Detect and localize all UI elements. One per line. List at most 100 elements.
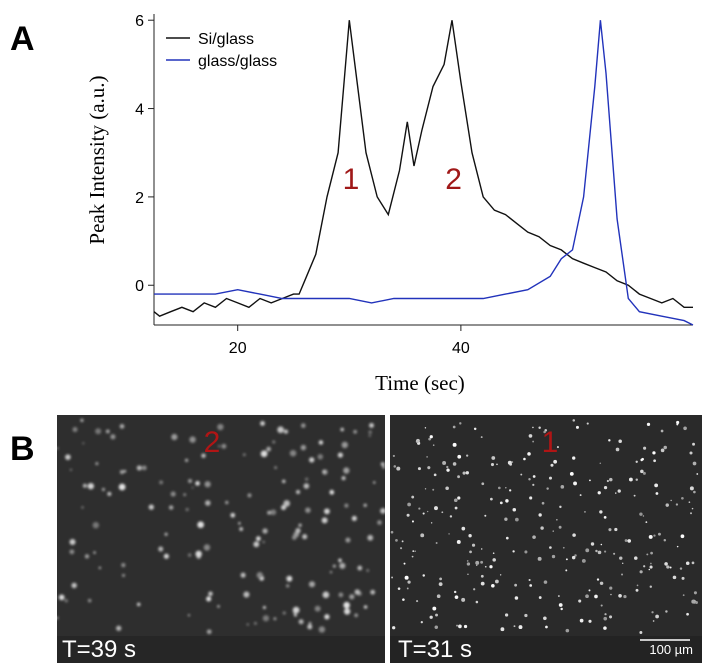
speckle [256,572,263,579]
speckle [168,505,174,510]
speckle [136,465,142,471]
speckle [500,627,505,632]
speckle [461,526,466,531]
speckle [505,487,507,489]
speckle [422,574,426,577]
speckle [691,561,695,565]
speckle [435,542,438,545]
y-tick-label: 6 [135,13,144,30]
speckle [363,605,368,609]
speckle [163,553,169,559]
speckle [339,562,346,569]
speckle [433,473,437,477]
speckle [442,460,447,465]
speckle [457,454,462,459]
speckle [283,500,291,507]
speckle [188,478,193,483]
speckle [608,439,611,442]
speckle [543,430,546,434]
panel-label: B [10,430,35,468]
speckle [543,616,547,621]
speckle [558,525,562,529]
speckle [540,526,544,530]
speckle [693,591,697,595]
legend-label: glass/glass [198,53,277,70]
y-tick-label: 0 [135,278,144,295]
speckle [640,458,643,462]
speckle [363,503,367,507]
speckle [636,584,639,587]
speckle [551,554,556,559]
speckle [158,546,164,552]
speckle [541,501,545,505]
speckle [254,622,257,625]
speckle [266,446,271,452]
speckle [262,528,268,534]
speckle [247,493,252,498]
speckle [499,574,502,576]
speckle [309,457,315,463]
speckle [548,476,552,480]
speckle [543,580,548,584]
speckle [396,466,401,471]
speckle [581,559,586,563]
speckle [645,521,648,524]
annotation: 1 [343,163,360,196]
speckle [208,591,213,596]
speckle [565,628,570,633]
speckle [416,600,419,603]
speckle [411,555,414,558]
speckle [681,496,684,500]
speckle [412,550,415,553]
speckle [676,420,680,425]
speckle [195,481,200,486]
speckle [589,479,591,482]
speckle [654,483,659,488]
speckle [332,564,336,568]
speckle [676,423,679,426]
speckle [689,451,693,455]
speckle [480,436,483,439]
speckle [324,508,330,515]
speckle [613,552,616,555]
speckle [221,443,227,449]
speckle [148,504,154,510]
speckle [459,422,462,425]
speckle [118,483,126,491]
speckle [665,503,669,507]
speckle [427,466,431,470]
speckle [238,522,241,525]
speckle [380,462,385,467]
speckle [64,599,68,603]
speckle [635,588,639,592]
speckle [458,624,462,629]
speckle [95,428,102,435]
speckle [110,434,116,440]
speckle [95,462,99,466]
speckle [467,573,469,575]
speckle [466,454,469,457]
speckle [107,491,112,496]
speckle [289,449,297,457]
speckle [395,539,398,542]
speckle [685,561,690,565]
speckle [480,581,485,586]
speckle [615,447,620,452]
speckle [627,539,632,543]
speckle [436,594,441,599]
speckle [480,560,484,564]
speckle [187,614,190,617]
speckle [121,573,126,577]
speckle [341,476,346,481]
speckle [690,512,692,515]
speckle [628,477,633,482]
speckle [643,565,646,568]
speckle [87,598,92,603]
speckle [650,562,652,565]
speckle [302,534,308,540]
speckle [329,490,335,495]
speckle [292,606,300,614]
speckle [546,487,549,490]
speckle [491,456,496,460]
speckle [417,467,421,471]
